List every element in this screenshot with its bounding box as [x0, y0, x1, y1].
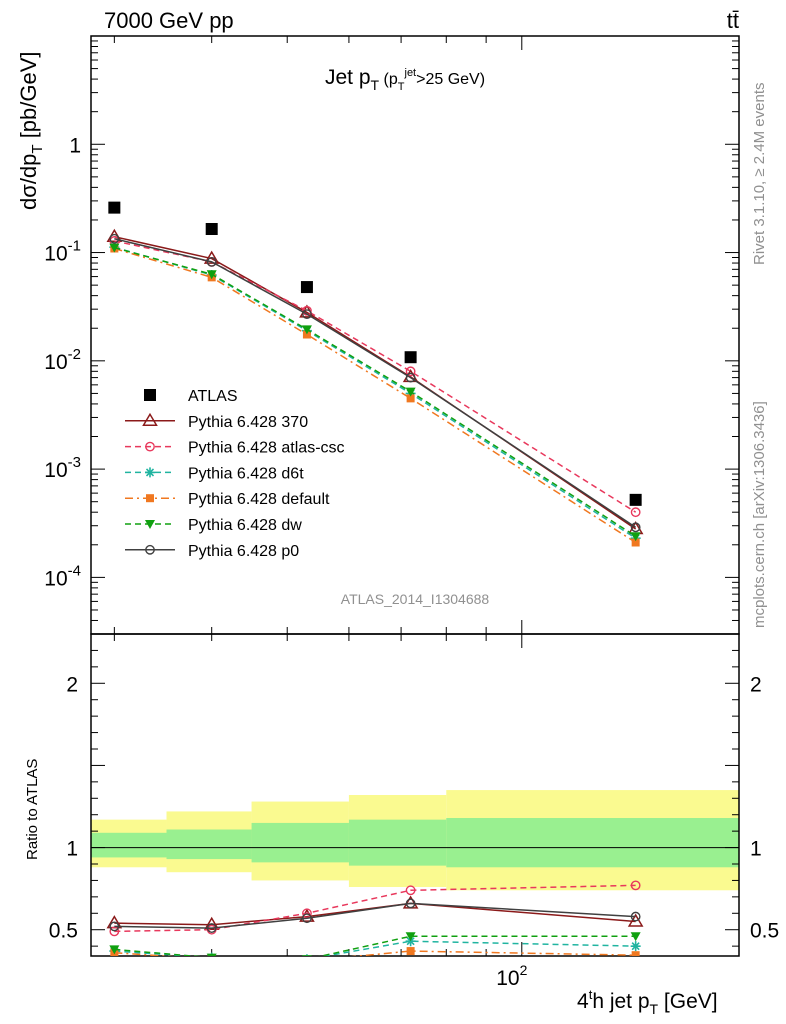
energy-label: 7000 GeV pp	[104, 8, 234, 33]
legend-label: Pythia 6.428 default	[188, 491, 330, 508]
mcplots-label: mcplots.cern.ch [arXiv:1306.3436]	[751, 401, 768, 628]
legend: ATLAS Pythia 6.428 370 Pythia 6.428 atlas-…	[125, 388, 345, 560]
legend-marker	[144, 389, 156, 401]
ratio-y-tick-label: 1	[66, 838, 78, 861]
ratio-bands	[91, 790, 739, 891]
ratio-axis-title: Ratio to ATLAS	[24, 759, 41, 860]
legend-label: Pythia 6.428 dw	[188, 517, 302, 534]
ratio-y-tick-label: 1	[750, 838, 762, 861]
data-point	[302, 309, 312, 320]
ratio-point	[405, 885, 416, 896]
ratio-point	[206, 953, 217, 956]
data-point	[205, 223, 218, 236]
stat-uncertainty-band	[251, 822, 349, 863]
ratio-point	[630, 911, 641, 922]
y-axis-title: dσ/dpT [pb/GeV]	[16, 51, 46, 210]
x-axis-title: 4th jet pT [GeV]	[577, 987, 718, 1017]
ratio-line	[114, 884, 636, 933]
legend-marker	[142, 412, 158, 427]
legend-label: Pythia 6.428 370	[188, 414, 308, 431]
ratio-point	[630, 941, 641, 952]
rivet-label: Rivet 3.1.10, ≥ 2.4M events	[751, 83, 768, 266]
ratio-point	[405, 898, 416, 909]
ratio-point	[627, 913, 644, 927]
y-tick-label: 10-3	[44, 454, 81, 482]
tick-labels: 10-4 10-3 10-2 10-1 1 0.5 0.5 1 1 2 2 102	[44, 134, 779, 990]
ratio-point	[109, 945, 120, 955]
ratio-y-tick-label: 2	[66, 673, 78, 696]
ratio-point	[405, 932, 416, 942]
y-tick-label: 1	[69, 134, 81, 157]
data-point	[109, 233, 120, 244]
stat-uncertainty-band	[166, 829, 252, 860]
series-line	[114, 238, 637, 528]
stat-uncertainty-band	[91, 832, 167, 858]
data-point	[203, 250, 220, 264]
plot-title: Jet pT (pTjet>25 GeV)	[325, 66, 485, 93]
ratio-point	[630, 932, 641, 942]
ratio-y-tick-label: 0.5	[49, 920, 78, 943]
ratio-point	[630, 880, 641, 891]
y-tick-label: 10-1	[44, 238, 81, 266]
data-point	[631, 538, 640, 547]
ratio-y-tick-label: 0.5	[750, 920, 779, 943]
ratio-line	[114, 902, 636, 929]
data-point	[630, 507, 641, 518]
data-point	[108, 201, 121, 214]
data-point	[406, 394, 415, 403]
ratio-line	[114, 935, 636, 956]
ratio-y-tick-label: 2	[750, 673, 762, 696]
ratio-line	[114, 902, 636, 926]
data-point	[404, 351, 417, 364]
y-tick-label: 10-4	[44, 562, 81, 590]
data-point	[630, 522, 641, 533]
legend-marker	[145, 520, 155, 529]
axis-ticks	[91, 35, 739, 956]
data-point	[300, 281, 313, 294]
ratio-point	[406, 947, 415, 956]
legend-marker	[146, 494, 154, 503]
data-point	[206, 270, 217, 280]
ratio-series	[106, 880, 644, 965]
stat-uncertainty-band	[446, 818, 739, 868]
process-label: tt̄	[727, 8, 739, 33]
data-point	[405, 366, 416, 377]
legend-marker	[145, 467, 155, 478]
legend-marker	[145, 544, 155, 555]
bottom-frame	[90, 633, 740, 957]
analysis-label: ATLAS_2014_I1304688	[341, 591, 490, 607]
legend-label: Pythia 6.428 p0	[188, 543, 299, 560]
data-point	[629, 493, 642, 506]
legend-label: ATLAS	[188, 388, 238, 405]
data-point	[405, 387, 416, 397]
data-point	[301, 325, 312, 335]
ratio-point	[302, 913, 312, 924]
stat-uncertainty-band	[348, 819, 447, 866]
ratio-point	[301, 955, 312, 956]
series-line	[114, 240, 637, 513]
ratio-point	[203, 916, 220, 931]
legend-label: Pythia 6.428 d6t	[188, 465, 304, 482]
top-series	[106, 201, 644, 547]
data-point	[109, 243, 120, 253]
legend-label: Pythia 6.428 atlas-csc	[188, 440, 345, 457]
ratio-point	[303, 957, 311, 965]
ratio-point	[206, 923, 217, 933]
x-tick-label: 102	[496, 962, 527, 990]
ratio-point	[631, 951, 640, 956]
data-point	[302, 330, 311, 339]
data-point	[206, 256, 217, 267]
data-point	[405, 372, 416, 383]
series-line	[114, 247, 637, 544]
ratio-point	[109, 921, 120, 932]
y-tick-label: 10-2	[44, 346, 81, 374]
legend-marker	[145, 441, 155, 452]
data-point	[630, 532, 641, 542]
